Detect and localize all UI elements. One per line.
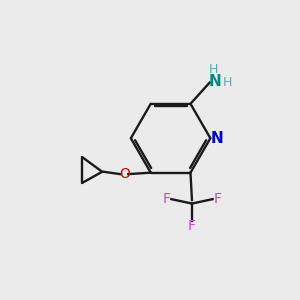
Text: F: F — [188, 219, 196, 233]
Text: H: H — [223, 76, 232, 89]
Text: N: N — [211, 131, 223, 146]
Text: H: H — [209, 63, 218, 76]
Text: N: N — [208, 74, 221, 88]
Text: O: O — [119, 167, 130, 181]
Text: F: F — [214, 192, 222, 206]
Text: F: F — [162, 192, 170, 206]
